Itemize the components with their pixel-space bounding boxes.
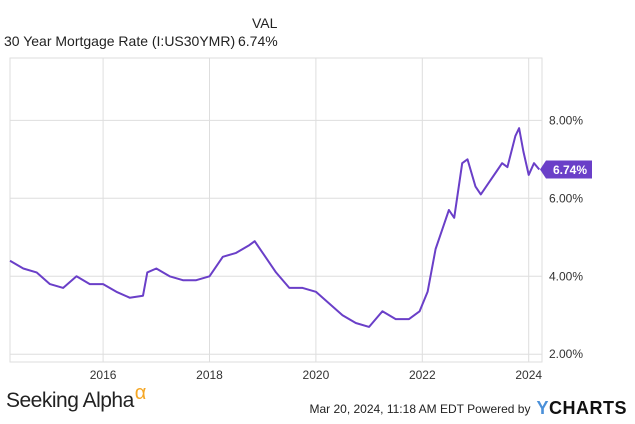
plot-frame: [9, 57, 543, 363]
series-latest-value: 6.74%: [238, 33, 278, 49]
y-tick-label: 2.00%: [549, 347, 583, 361]
x-tick-label: 2022: [409, 368, 436, 382]
value-column-header: VAL: [252, 15, 278, 31]
series-line[interactable]: [9, 127, 541, 328]
ycharts-text: CHARTS: [549, 398, 627, 418]
seeking-alpha-text: Seeking Alpha: [6, 389, 134, 412]
x-tick-label: 2016: [90, 368, 117, 382]
ycharts-y-mark: Y: [536, 398, 549, 418]
y-tick-label: 6.00%: [549, 191, 583, 205]
chart-footer: Mar 20, 2024, 11:18 AM EDT Powered by YC…: [309, 398, 627, 419]
series-name[interactable]: 30 Year Mortgage Rate (I:US30YMR): [4, 33, 236, 49]
x-tick-label: 2024: [515, 368, 542, 382]
ycharts-logo[interactable]: YCHARTS: [536, 398, 627, 419]
timestamp: Mar 20, 2024, 11:18 AM EDT Powered by: [309, 401, 531, 416]
last-value-label: 6.74%: [553, 163, 587, 177]
last-value-badge: [540, 160, 592, 179]
seeking-alpha-logo: Seeking Alphaα: [6, 382, 146, 413]
y-tick-label: 8.00%: [549, 113, 583, 127]
x-tick-label: 2018: [196, 368, 223, 382]
chart-legend: VAL 30 Year Mortgage Rate (I:US30YMR) 6.…: [0, 0, 635, 52]
x-tick-label: 2020: [303, 368, 330, 382]
y-tick-label: 4.00%: [549, 269, 583, 283]
alpha-mark-icon: α: [134, 382, 147, 404]
